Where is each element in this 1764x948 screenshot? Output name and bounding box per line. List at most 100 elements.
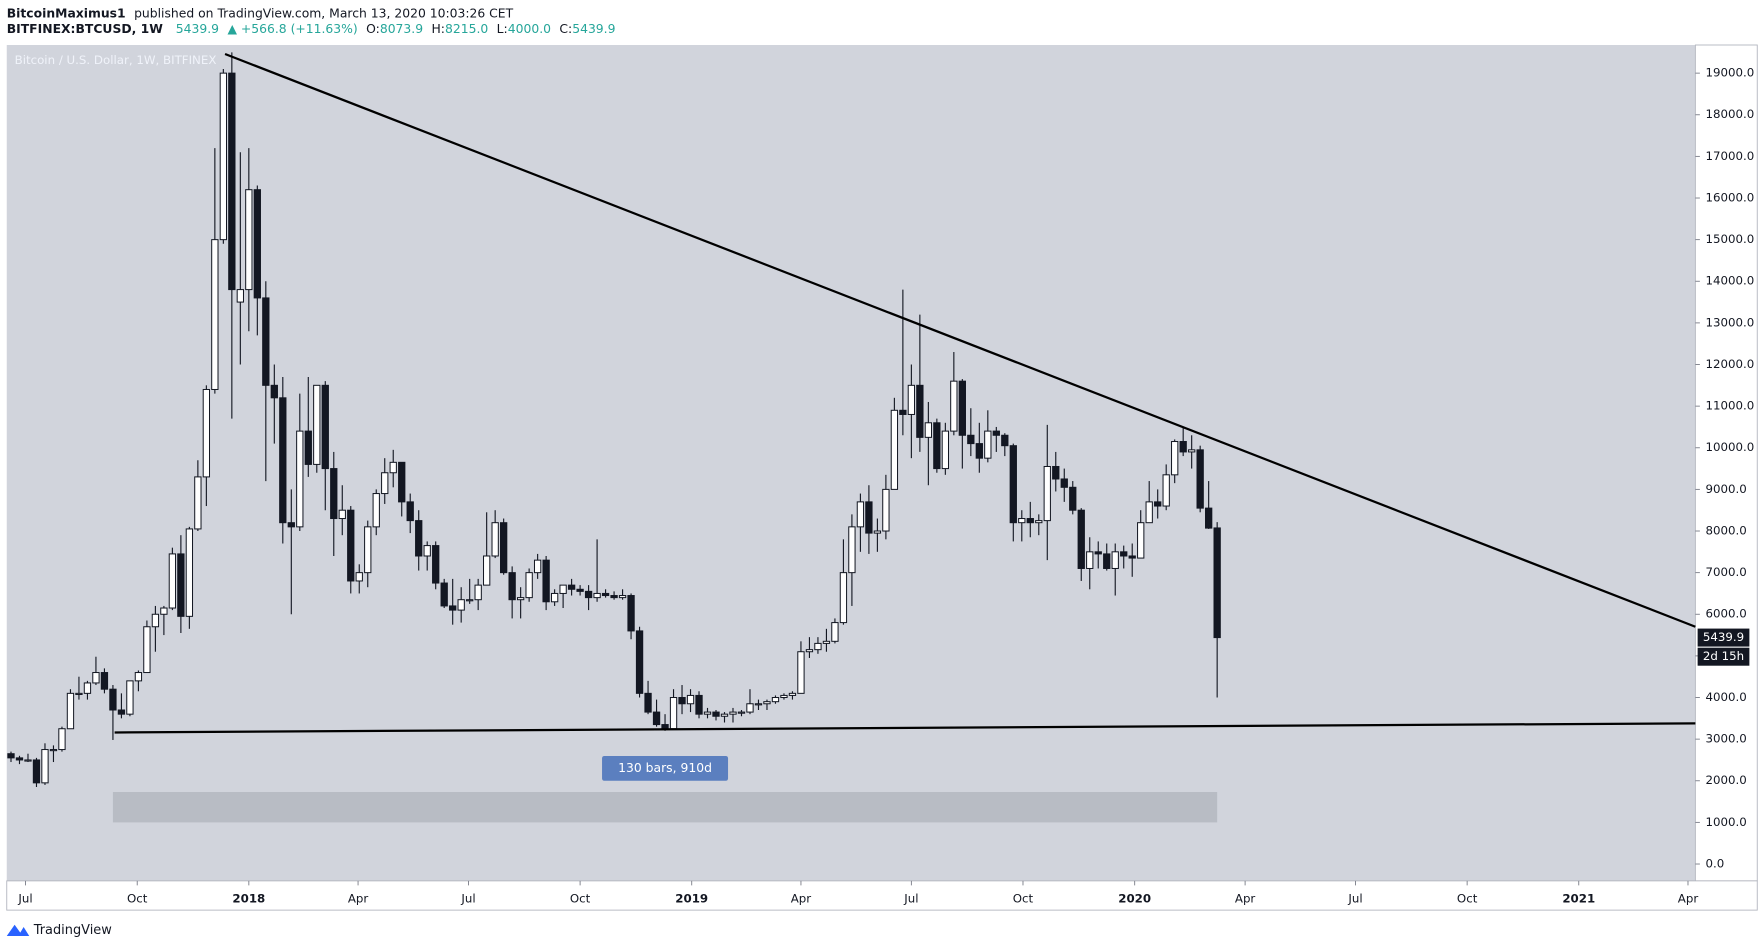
candle-body [194,476,202,530]
y-tick-label: 4000.0 [1706,690,1747,704]
candle-body [279,397,287,524]
candle-body [941,430,950,470]
ohlc-value: 5439.9 [572,22,615,36]
y-tick-label: 15000.0 [1706,232,1755,246]
x-tick-label: 2018 [232,891,265,905]
x-tick-label: Apr [348,891,369,905]
candle-body [873,530,882,534]
x-tick-label: Jul [17,891,32,905]
candle-body [1001,434,1009,447]
candle-body [304,430,312,465]
logo-mark [6,924,30,936]
change: ▲ +566.8 (+11.63%) [227,22,357,36]
candle-body [933,422,941,470]
candle-body [219,72,228,241]
candle-body [533,559,542,574]
y-tick-label: 0.0 [1706,857,1725,871]
candle-body [1035,520,1043,524]
ohlc-value: 4000.0 [508,22,551,36]
y-tick-label: 11000.0 [1706,399,1755,413]
candle-body [822,640,831,644]
candle-body [958,380,966,436]
symbol: BITFINEX:BTCUSD, 1W [7,22,163,36]
candle-body [1154,501,1162,507]
candle-body [92,672,100,684]
published: published on TradingView.com, March 13, … [134,6,514,20]
y-tick-label: 8000.0 [1706,524,1747,538]
x-tick-label: Jul [1347,891,1362,905]
candle-body [975,443,983,459]
candle-body [117,709,126,715]
candle-body [296,430,304,528]
candle-body [703,711,712,715]
candle-body [839,572,848,624]
x-tick-label: Jul [903,891,918,905]
candle-body [143,626,151,674]
x-tick-label: Apr [1678,891,1699,905]
y-tick-label: 12000.0 [1706,357,1755,371]
candle-body [712,711,720,717]
ohlc-key: C: [559,22,572,36]
candle-body [678,697,686,705]
candle-body [550,592,559,603]
candle-body [635,630,644,694]
candle-body [1196,449,1204,509]
candle-body [737,711,746,714]
candle-body [1137,522,1145,559]
candle-body [1120,551,1128,557]
candle-body [66,692,75,730]
x-tick-label: Oct [570,891,591,905]
candle-body [347,509,355,582]
candle-body [185,528,194,617]
candle-body [474,584,482,601]
candle-body [695,694,703,715]
y-tick-label: 7000.0 [1706,565,1747,579]
plot: 130 bars, 910d [7,52,1696,823]
candle-body [313,384,321,465]
candle-body [899,409,907,415]
candle-body [1213,527,1221,639]
candle-body [100,672,109,690]
candle-body [805,649,814,653]
candle-body [1026,518,1034,524]
candle-body [160,607,168,615]
x-tick-label: Apr [1235,891,1256,905]
chart-title: Bitcoin / U.S. Dollar, 1W, BITFINEX [15,53,217,67]
ohlc-value: 8215.0 [445,22,488,36]
candle-body [788,692,797,696]
candle-body [1060,478,1068,488]
candle-body [686,694,695,705]
candle-body [661,724,669,730]
candle-body [270,384,278,399]
candle-body [890,409,899,490]
candle-body [907,384,916,415]
candle-body [576,588,584,592]
candle-body [1128,555,1136,559]
y-tick-label: 16000.0 [1706,191,1755,205]
candle-body [228,72,236,291]
candle-body [423,545,431,557]
candle-body [109,688,117,711]
candle-body [83,682,92,694]
range-band [112,792,1218,823]
candle-body [627,595,635,632]
candle-body [449,605,457,611]
candle-body [746,703,754,713]
candle-body [1043,465,1051,522]
y-tick-label: 3000.0 [1706,732,1747,746]
x-tick-label: Oct [1457,891,1478,905]
candle-body [1069,486,1077,511]
candle-body [41,749,49,784]
candle-body [151,613,160,628]
candle-body [15,757,24,761]
trendline [114,722,1696,734]
candle-body [763,701,771,705]
trendline [224,52,1696,628]
candle-body [567,584,576,590]
candle-body [126,680,134,715]
y-tick-label: 1000.0 [1706,815,1747,829]
candle-body [559,584,567,594]
candle-body [593,592,601,599]
candle-body [950,380,958,432]
candle-body [610,595,618,599]
